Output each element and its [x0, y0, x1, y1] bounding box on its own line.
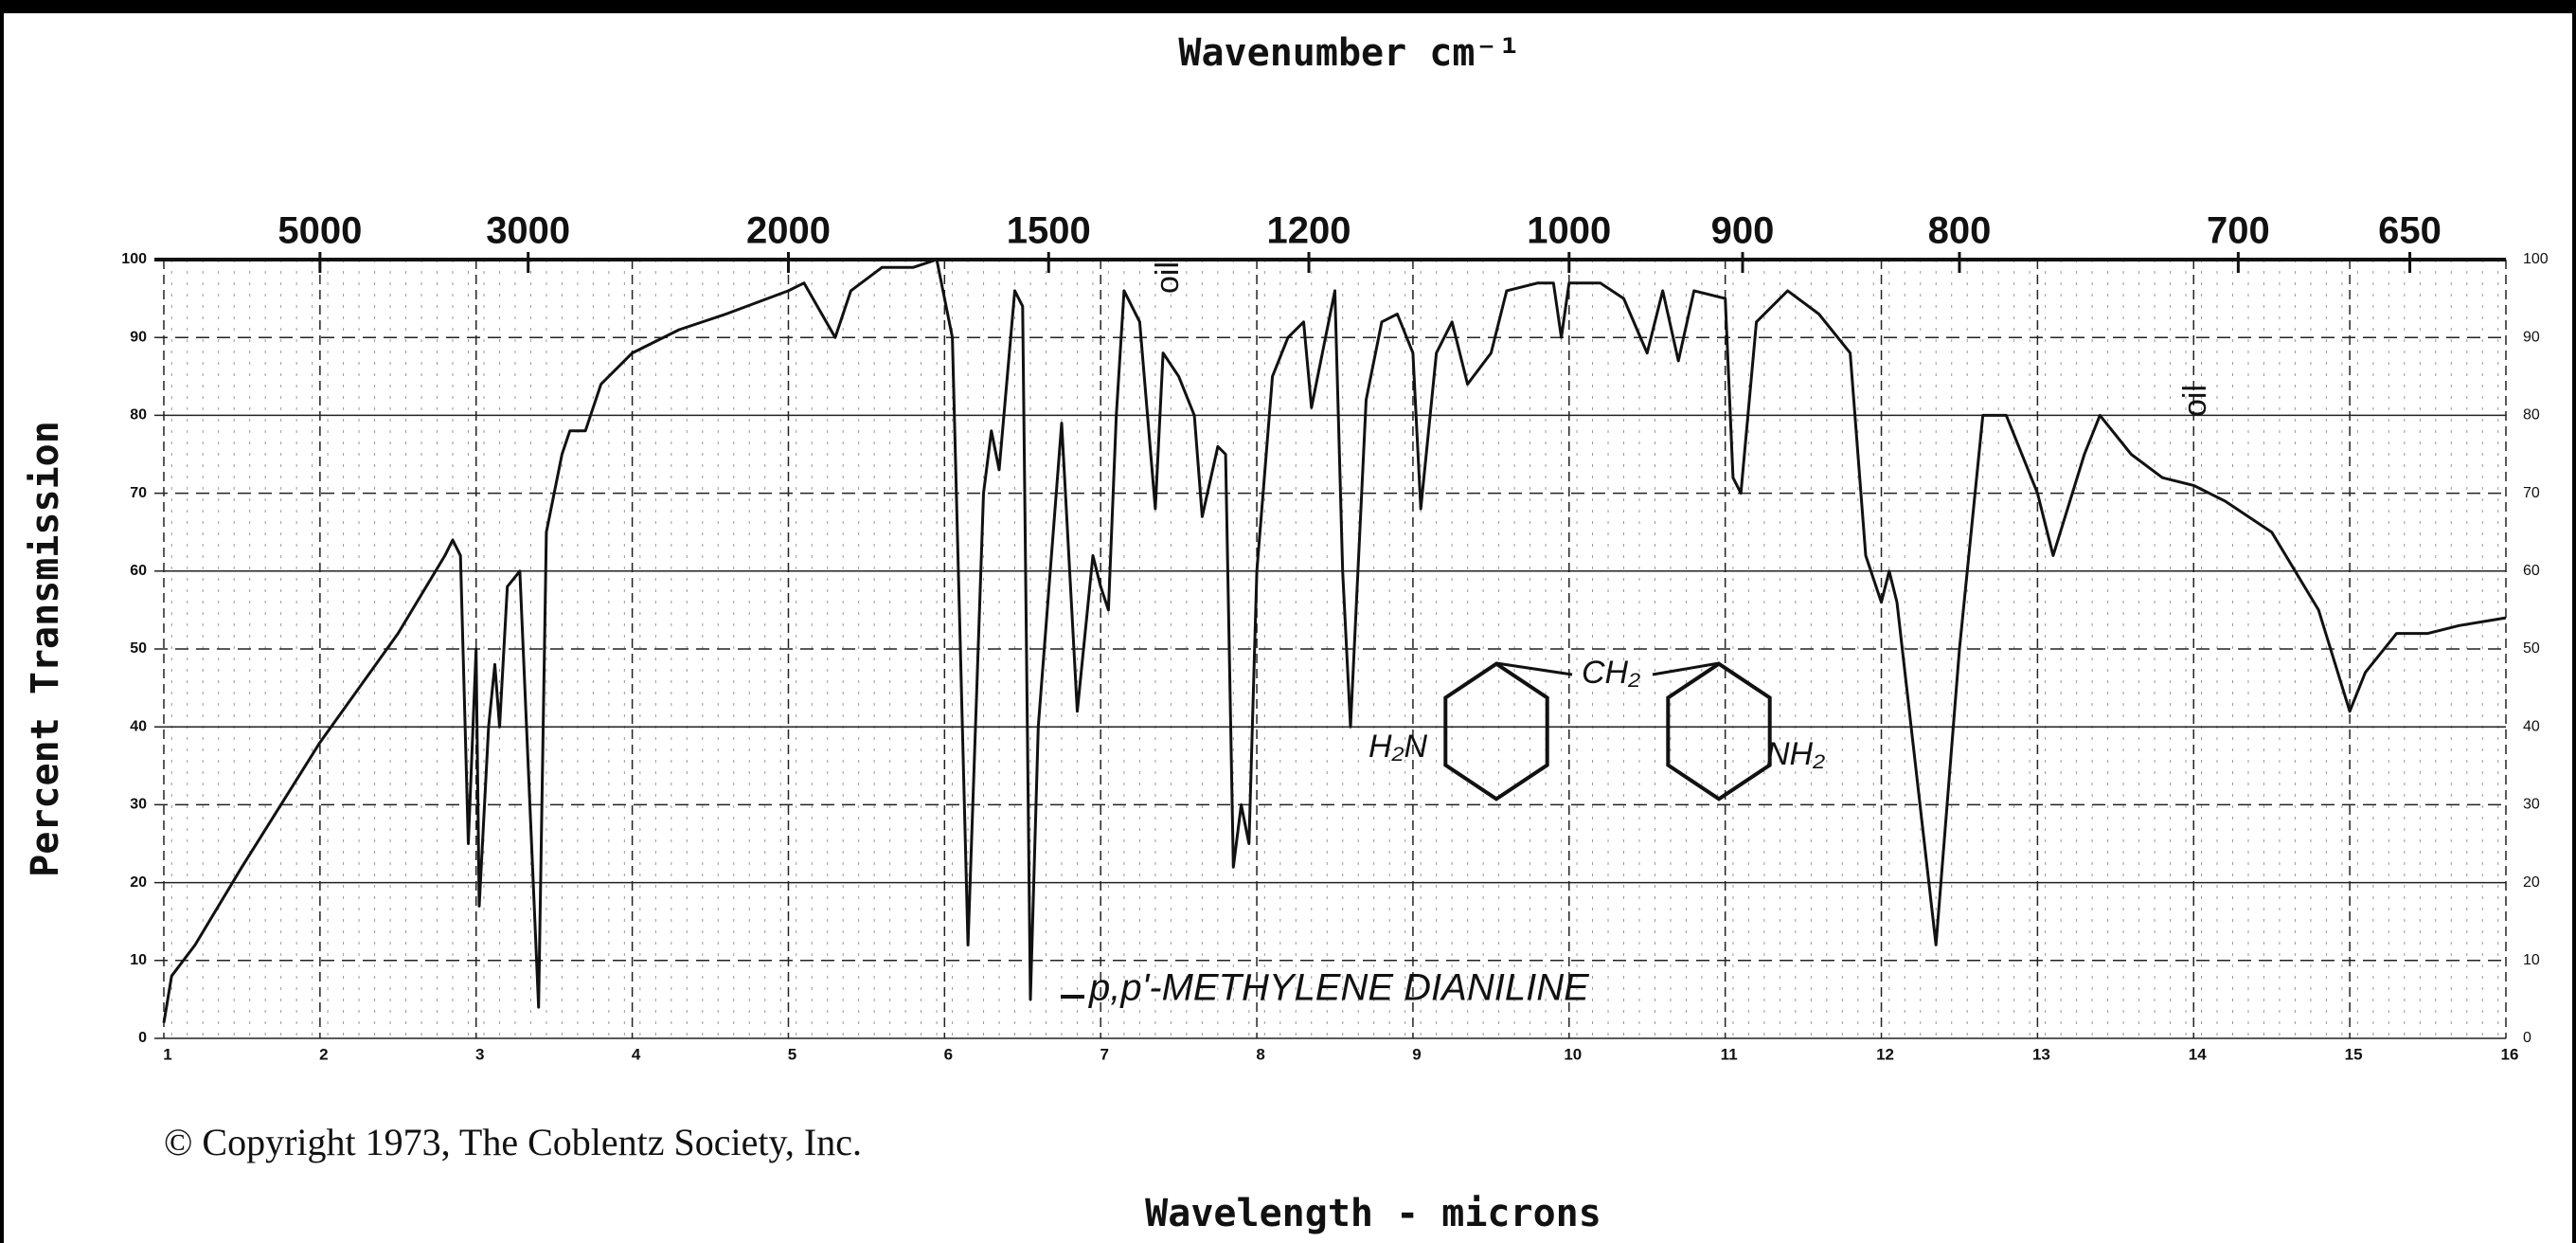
y-tick-label: 40	[130, 718, 147, 734]
bond	[1652, 661, 1720, 676]
y-tick-label: 30	[130, 797, 147, 813]
copyright: © Copyright 1973, The Coblentz Society, …	[164, 1121, 862, 1163]
x-tick-label: 7	[1100, 1045, 1108, 1063]
y-tick-label: 80	[130, 407, 147, 423]
y-tick-label-right: 90	[2523, 329, 2540, 345]
x2-tick-label: 1200	[1267, 210, 1351, 252]
y-tick-label: 50	[130, 640, 147, 657]
y-tick-label: 0	[138, 1030, 147, 1046]
y-tick-label: 60	[130, 563, 147, 579]
benzene-ring	[1666, 661, 1772, 802]
bond	[1495, 661, 1573, 676]
x2-tick-label: 800	[1928, 210, 1992, 252]
x-tick-label: 4	[632, 1045, 641, 1063]
y-tick-label-right: 0	[2523, 1030, 2531, 1046]
x2-tick-label: 5000	[277, 210, 362, 252]
y-tick-label-right: 80	[2523, 407, 2540, 423]
y-tick-label-right: 10	[2523, 952, 2540, 968]
annotation: NH₂	[1766, 736, 1825, 772]
y-tick-label: 20	[130, 874, 147, 891]
x-tick-label: 1	[163, 1045, 171, 1063]
x-tick-label: 14	[2189, 1045, 2207, 1063]
y-tick-label: 10	[130, 952, 147, 968]
x2-tick-label: 2000	[746, 210, 831, 252]
y-tick-label-right: 70	[2523, 485, 2540, 501]
x2-tick-label: 3000	[486, 210, 570, 252]
x-tick-label: 12	[1876, 1045, 1894, 1063]
annotation: CH₂	[1582, 655, 1640, 691]
x2-tick-label: 650	[2378, 210, 2442, 252]
y-tick-label: 100	[121, 251, 147, 267]
y-tick-label-right: 40	[2523, 718, 2540, 734]
x-tick-label: 5	[788, 1045, 796, 1063]
annotation: oil	[2177, 385, 2213, 417]
y-tick-label-right: 30	[2523, 797, 2540, 813]
x-tick-label: 8	[1256, 1045, 1264, 1063]
x-tick-label: 13	[2032, 1045, 2050, 1063]
x-tick-label: 16	[2501, 1045, 2519, 1063]
y-tick-label-right: 50	[2523, 640, 2540, 657]
x-tick-label: 15	[2345, 1045, 2363, 1063]
x-tick-label: 10	[1564, 1045, 1582, 1063]
x2-tick-label: 1500	[1007, 210, 1091, 252]
y-tick-label: 90	[130, 329, 147, 345]
x-axis-label: Wavelength - microns	[1145, 1192, 1601, 1235]
annotation: oil	[1150, 261, 1186, 294]
x2-tick-label: 1000	[1527, 210, 1611, 252]
x-tick-label: 11	[1721, 1045, 1738, 1063]
x2-tick-label: 700	[2207, 210, 2270, 252]
y-tick-label-right: 100	[2523, 251, 2549, 267]
chart-title: Wavenumber cm⁻¹	[1178, 31, 1520, 75]
spectrum-line	[162, 258, 2507, 1023]
x-tick-label: 6	[944, 1045, 953, 1063]
x-tick-label: 2	[319, 1045, 328, 1063]
right-border	[2572, 0, 2576, 1243]
y-tick-label-right: 60	[2523, 563, 2540, 579]
x-tick-label: 3	[475, 1045, 484, 1063]
x2-tick-label: 900	[1711, 210, 1775, 252]
top-border	[0, 0, 2576, 13]
benzene-ring	[1443, 661, 1549, 802]
x-tick-label: 9	[1412, 1045, 1421, 1063]
y-axis-label: Percent Transmission	[24, 421, 67, 877]
annotation: p,p'-METHYLENE DIANILINE	[1088, 967, 1590, 1009]
y-tick-label: 70	[130, 485, 147, 501]
y-tick-label-right: 20	[2523, 874, 2540, 891]
annotation: H₂N	[1368, 729, 1428, 765]
left-border	[0, 0, 4, 1243]
